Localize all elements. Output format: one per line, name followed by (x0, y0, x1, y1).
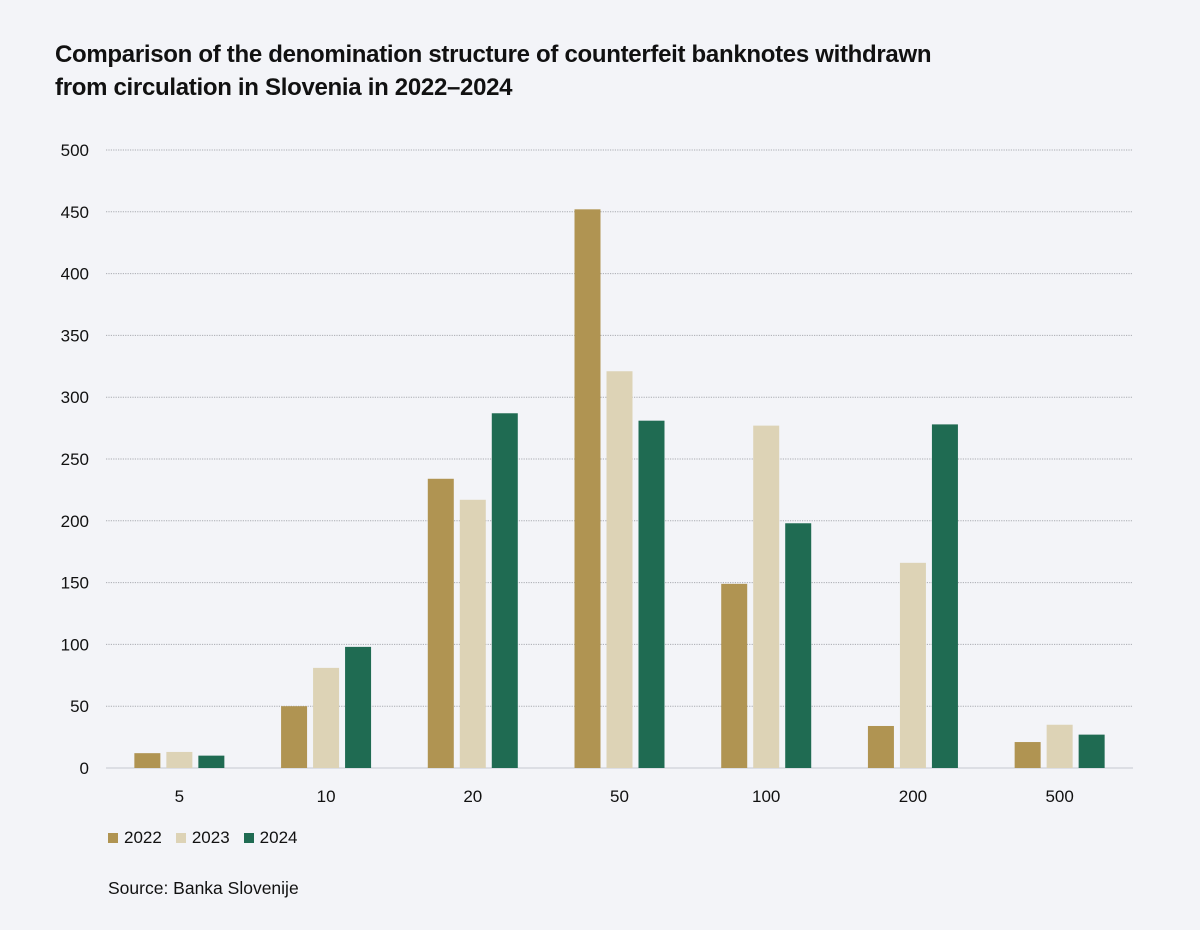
chart-title-line-2: from circulation in Slovenia in 2022–202… (55, 74, 513, 101)
legend-label-2024: 2024 (259, 828, 298, 847)
bar-2023-200 (899, 562, 926, 768)
x-tick-label: 200 (899, 787, 927, 806)
y-tick-label: 450 (61, 203, 89, 222)
bar-2024-200 (931, 424, 958, 768)
x-tick-label: 100 (752, 787, 780, 806)
y-tick-label: 50 (70, 697, 89, 716)
bar-2022-5 (134, 753, 161, 768)
bar-2023-100 (753, 425, 780, 768)
bar-2024-500 (1078, 734, 1105, 768)
x-axis-ticks: 5 10 20 50 100 200 500 (175, 787, 1074, 806)
x-tick-label: 50 (610, 787, 629, 806)
y-tick-label: 0 (80, 759, 89, 778)
y-tick-label: 350 (61, 326, 89, 345)
bar-2022-10 (281, 706, 308, 768)
x-tick-label: 5 (175, 787, 184, 806)
bar-2023-500 (1046, 724, 1073, 768)
legend-item-2023: 2023 (175, 828, 230, 848)
legend-label-2022: 2022 (124, 828, 162, 847)
bar-2024-5 (198, 755, 225, 768)
x-tick-label: 20 (463, 787, 482, 806)
y-tick-label: 400 (61, 265, 89, 284)
bar-2023-50 (606, 371, 633, 768)
chart-title: Comparison of the denomination structure… (55, 38, 1055, 104)
bar-2024-100 (785, 523, 812, 768)
y-tick-label: 250 (61, 450, 89, 469)
bar-2022-200 (867, 725, 894, 768)
bars (134, 209, 1105, 768)
source-note: Source: Banka Slovenije (108, 878, 299, 898)
y-tick-label: 100 (61, 635, 89, 654)
legend-label-2023: 2023 (191, 828, 230, 847)
bar-2022-20 (427, 478, 454, 768)
y-tick-label: 500 (61, 141, 89, 160)
bar-2022-50 (574, 209, 601, 768)
chart-title-line-1: Comparison of the denomination structure… (55, 41, 932, 68)
bar-2022-100 (721, 583, 748, 768)
legend-item-2022: 2022 (108, 828, 162, 848)
legend-swatch-2023 (175, 833, 186, 843)
legend-item-2024: 2024 (243, 828, 298, 848)
bar-2022-500 (1014, 742, 1041, 768)
bar-2024-10 (345, 646, 372, 768)
bar-2023-20 (459, 499, 486, 768)
y-tick-label: 300 (61, 388, 89, 407)
bar-2023-10 (313, 667, 340, 768)
legend-swatch-2024 (243, 833, 254, 843)
y-axis-ticks: 0 50 100 150 200 250 300 350 400 450 500 (61, 141, 89, 778)
y-tick-label: 150 (61, 574, 89, 593)
x-tick-label: 500 (1045, 787, 1073, 806)
x-tick-label: 10 (317, 787, 336, 806)
bar-2023-5 (166, 751, 193, 768)
bar-2024-20 (491, 413, 518, 768)
legend-swatch-2022 (108, 833, 118, 843)
legend: 2022 2023 2024 (108, 828, 297, 848)
bar-2024-50 (638, 420, 665, 768)
y-tick-label: 200 (61, 512, 89, 531)
